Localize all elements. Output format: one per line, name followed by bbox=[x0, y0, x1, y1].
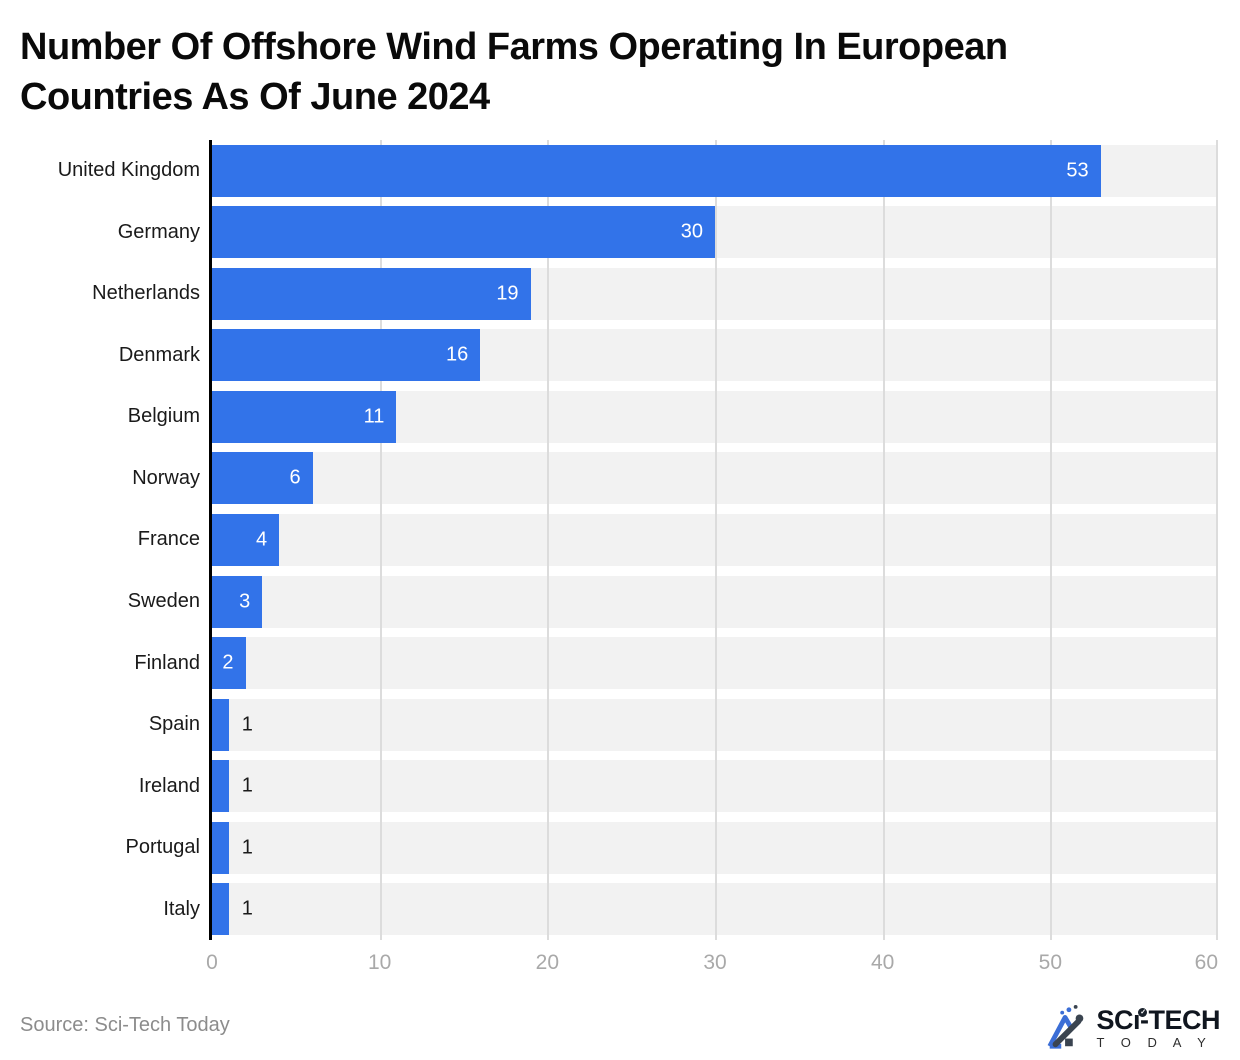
plot-area: 53 30 19 16 11 6 4 3 2 1 1 1 1 bbox=[209, 140, 1218, 940]
gridline bbox=[547, 140, 550, 940]
bar-value-label: 53 bbox=[1066, 159, 1089, 182]
chart-title: Number Of Offshore Wind Farms Operating … bbox=[20, 22, 1200, 122]
x-tick-label: 20 bbox=[535, 951, 560, 974]
category-label: Finland bbox=[134, 651, 200, 674]
bar: 30 bbox=[212, 206, 715, 259]
category-label: Italy bbox=[163, 897, 200, 920]
bar-value-label: 19 bbox=[496, 282, 519, 305]
bar bbox=[212, 760, 229, 813]
bar: 19 bbox=[212, 267, 531, 320]
gridline bbox=[379, 140, 382, 940]
bar-value-label: 2 bbox=[222, 651, 234, 674]
bar bbox=[212, 698, 229, 751]
bar: 3 bbox=[212, 575, 263, 628]
category-label: Sweden bbox=[127, 590, 200, 613]
category-label: United Kingdom bbox=[57, 159, 200, 182]
bar bbox=[212, 821, 229, 874]
bar: 4 bbox=[212, 514, 280, 566]
y-axis-labels: United Kingdom Germany Netherlands Denmark B… bbox=[0, 140, 200, 940]
y-axis-line bbox=[209, 140, 212, 940]
x-axis-labels: 0 10 20 30 40 50 60 bbox=[0, 951, 1240, 979]
gridline bbox=[1050, 140, 1053, 940]
x-tick-label: 0 bbox=[206, 951, 218, 974]
bar-value-label: 6 bbox=[289, 466, 301, 489]
chart-title-line1: Number Of Offshore Wind Farms Operating … bbox=[20, 26, 1008, 68]
bar-value-label: 1 bbox=[241, 713, 253, 736]
source-caption: Source: Sci-Tech Today bbox=[20, 1014, 230, 1036]
bar-value-label: 3 bbox=[239, 590, 251, 613]
x-tick-label: 30 bbox=[703, 951, 727, 974]
gridline bbox=[1216, 140, 1218, 940]
sci-tech-today-logo: SCı ✓ -TECH T O D A Y bbox=[1042, 1004, 1221, 1052]
category-label: Netherlands bbox=[92, 282, 200, 305]
bar-value-label: 1 bbox=[241, 897, 253, 920]
gridline bbox=[882, 140, 885, 940]
bar-value-label: 30 bbox=[680, 220, 703, 243]
category-label: Belgium bbox=[127, 405, 200, 428]
logo-subtitle: T O D A Y bbox=[1096, 1035, 1213, 1050]
x-tick-label: 10 bbox=[367, 951, 392, 974]
category-label: France bbox=[137, 528, 200, 551]
category-label: Ireland bbox=[138, 774, 200, 797]
logo-triangle-icon bbox=[1048, 1004, 1084, 1049]
category-label: Spain bbox=[148, 713, 200, 736]
bar-value-label: 1 bbox=[241, 774, 253, 797]
bar: 6 bbox=[212, 452, 313, 505]
gridline bbox=[715, 140, 717, 940]
logo-wordmark: SCı ✓ -TECH bbox=[1096, 1005, 1220, 1035]
bar: 16 bbox=[212, 329, 481, 382]
category-label: Germany bbox=[117, 220, 200, 243]
x-tick-label: 60 bbox=[1194, 951, 1218, 974]
bar-value-label: 16 bbox=[446, 343, 469, 366]
chart-title-line2: Countries As Of June 2024 bbox=[20, 76, 490, 119]
bar: 2 bbox=[212, 637, 246, 690]
category-label: Norway bbox=[132, 466, 200, 489]
bar: 53 bbox=[212, 144, 1101, 197]
category-label: Portugal bbox=[125, 836, 201, 859]
category-label: Denmark bbox=[118, 343, 200, 366]
x-tick-label: 50 bbox=[1038, 951, 1063, 974]
logo-check-icon: ✓ bbox=[1138, 1008, 1148, 1017]
bar-value-label: 4 bbox=[255, 528, 268, 551]
bar-value-label: 1 bbox=[241, 836, 253, 859]
bar: 11 bbox=[212, 390, 397, 443]
x-tick-label: 40 bbox=[870, 951, 895, 974]
bar-value-label: 11 bbox=[363, 405, 385, 428]
bar bbox=[212, 883, 229, 936]
